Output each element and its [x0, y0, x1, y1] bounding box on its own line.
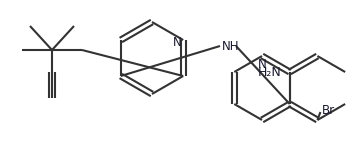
Text: N: N — [258, 57, 266, 71]
Text: Br: Br — [321, 103, 334, 116]
Text: H₂N: H₂N — [258, 65, 282, 79]
Text: NH: NH — [222, 39, 240, 53]
Text: N: N — [173, 36, 181, 49]
